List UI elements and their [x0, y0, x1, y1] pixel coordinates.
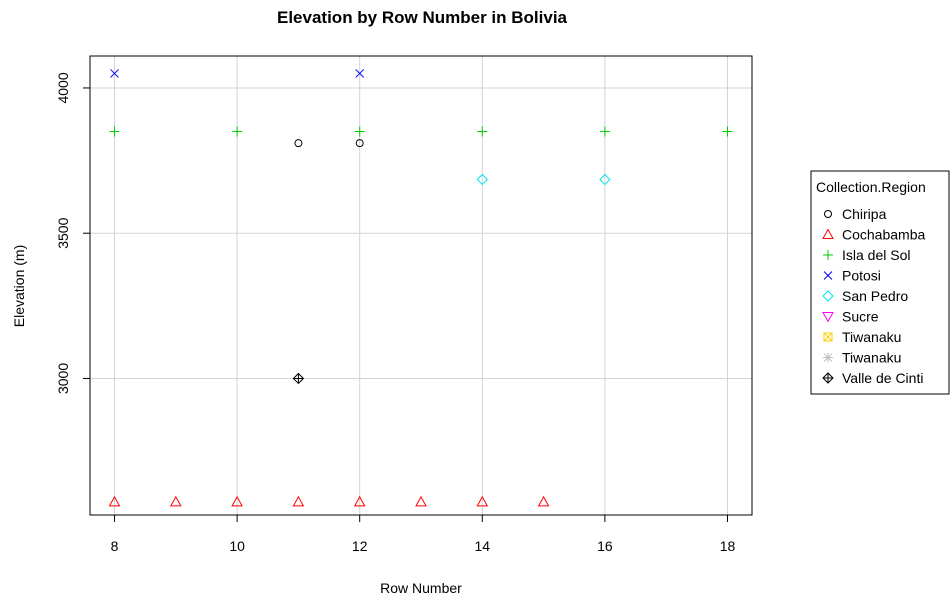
legend-label: Tiwanaku [842, 350, 901, 366]
legend-label: Isla del Sol [842, 247, 910, 263]
y-tick-label: 3500 [55, 217, 71, 248]
legend-symbol [823, 352, 833, 363]
axes: 8 10 12 14 16 18 3000 3500 4000 [55, 72, 735, 554]
data-point [355, 69, 365, 78]
grid [90, 56, 752, 515]
data-point [476, 173, 489, 186]
chart-title: Elevation by Row Number in Bolivia [277, 8, 568, 27]
data-point [110, 69, 119, 78]
data-point [415, 495, 427, 507]
data-point [599, 173, 611, 186]
data-point [292, 495, 305, 507]
legend-symbol [823, 332, 833, 342]
data-point [169, 495, 182, 507]
x-tick-label: 10 [229, 538, 245, 554]
data-point [477, 126, 488, 137]
y-tick-label: 3000 [55, 363, 71, 394]
x-tick-label: 14 [475, 538, 491, 554]
legend-label: Valle de Cinti [842, 370, 923, 386]
data-point [108, 495, 121, 507]
legend-symbol [823, 250, 833, 260]
data-point [355, 139, 364, 148]
legend-label: Sucre [842, 309, 879, 325]
data-point [294, 139, 303, 148]
data-points [108, 69, 733, 507]
legend-label: Potosi [842, 268, 881, 284]
data-point [599, 126, 610, 137]
data-point [231, 495, 243, 507]
x-tick-label: 18 [720, 538, 736, 554]
data-point [292, 372, 305, 385]
legend-title: Collection.Region [816, 179, 926, 195]
x-axis-label: Row Number [380, 580, 462, 596]
data-point [109, 126, 120, 137]
legend-label: Cochabamba [842, 227, 925, 243]
data-point [232, 126, 243, 137]
legend-box [810, 170, 950, 395]
legend-symbol [822, 228, 834, 239]
legend: Collection.Region Chiripa Cochabamba Isla … [810, 170, 950, 395]
legend-label: Chiripa [842, 206, 887, 222]
data-point [353, 495, 366, 507]
legend-label: San Pedro [842, 288, 908, 304]
legend-symbol [823, 271, 833, 280]
data-point [354, 126, 365, 137]
legend-symbol [822, 290, 834, 302]
data-point [476, 495, 489, 507]
y-axis-label: Elevation (m) [11, 245, 27, 327]
legend-symbol [824, 210, 832, 218]
data-point [722, 126, 733, 137]
x-tick-label: 16 [597, 538, 613, 554]
legend-symbol [822, 372, 834, 384]
legend-label: Tiwanaku [842, 329, 901, 345]
x-tick-label: 8 [111, 538, 119, 554]
legend-symbol [822, 312, 834, 323]
y-tick-label: 4000 [55, 72, 71, 103]
data-point [537, 495, 550, 507]
plot-frame [89, 55, 753, 516]
x-tick-label: 12 [352, 538, 368, 554]
